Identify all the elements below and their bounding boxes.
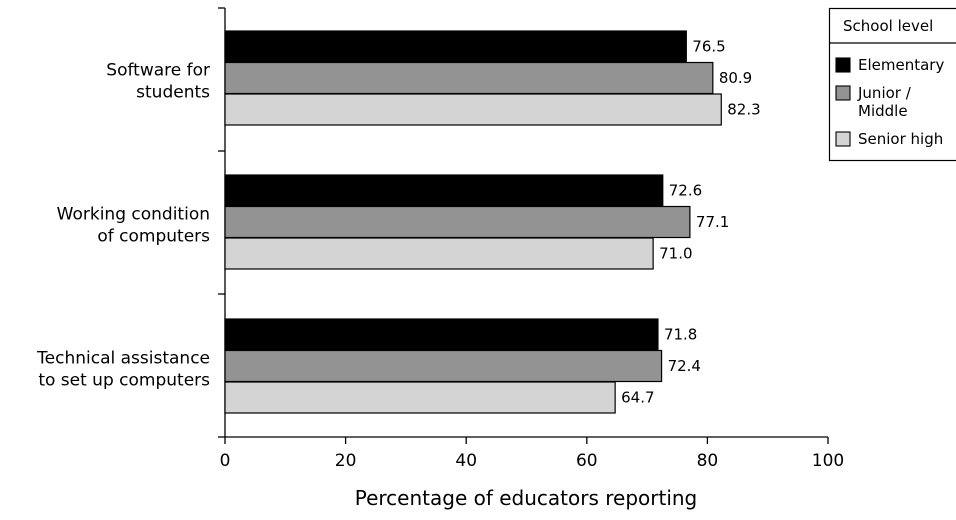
bar-elementary-0 — [224, 30, 687, 63]
bar-elementary-2 — [224, 318, 659, 351]
legend-title: School level — [843, 17, 933, 35]
bar-senior-high-2 — [224, 381, 616, 414]
data-label: 71.0 — [659, 245, 692, 263]
data-label: 82.3 — [727, 101, 760, 119]
data-label: 71.8 — [664, 326, 697, 344]
legend-entry-label: Senior high — [858, 130, 943, 148]
x-tick-label: 100 — [812, 451, 844, 471]
chart-labels: 76.5 72.6 71.8 80.9 77.1 72.4 82.3 71.0 64.7 Soft… — [36, 38, 761, 407]
legend: School level Elementary Junior / Middle Seni… — [828, 7, 956, 162]
data-label: 76.5 — [692, 38, 725, 56]
bar-junior-middle-0 — [224, 61, 714, 95]
category-label: Working condition of computers — [57, 204, 210, 246]
x-tick-label: 0 — [220, 451, 231, 471]
bar-elementary-1 — [224, 174, 664, 207]
data-label: 72.6 — [669, 182, 702, 200]
legend-box — [828, 7, 956, 162]
legend-swatch — [835, 57, 851, 73]
data-label: 64.7 — [621, 389, 654, 407]
x-tick-label: 40 — [455, 451, 477, 471]
category-label: Technical assistance to set up computers — [36, 348, 210, 390]
bar-junior-middle-1 — [224, 205, 691, 239]
legend-swatch — [835, 131, 851, 147]
x-tick-label: 60 — [576, 451, 598, 471]
legend-swatch — [835, 85, 851, 101]
bar-senior-high-0 — [224, 93, 722, 126]
x-tick-label: 20 — [335, 451, 357, 471]
bar-senior-high-1 — [224, 237, 654, 270]
chart-bars — [224, 30, 722, 414]
data-label: 72.4 — [668, 357, 701, 375]
x-axis-title: Percentage of educators reporting — [355, 486, 698, 510]
x-tick-label: 80 — [697, 451, 719, 471]
legend-entry-label: Junior / Middle — [857, 84, 912, 120]
bar-junior-middle-2 — [224, 349, 663, 383]
data-label: 77.1 — [696, 213, 729, 231]
category-label: Software for students — [106, 60, 210, 102]
data-label: 80.9 — [719, 69, 752, 87]
legend-entry-label: Elementary — [858, 56, 944, 74]
